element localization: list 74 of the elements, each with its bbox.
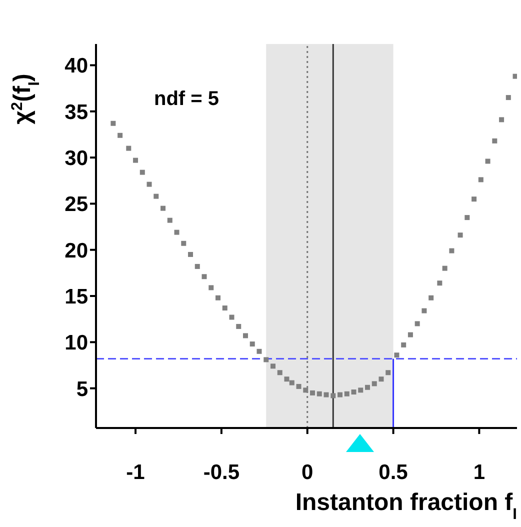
point [277, 370, 282, 376]
point [358, 388, 364, 393]
point [229, 314, 234, 320]
point [202, 274, 207, 280]
point [303, 388, 308, 393]
point [181, 240, 186, 246]
point [499, 117, 504, 122]
point [330, 393, 336, 398]
point [208, 285, 214, 290]
point [428, 295, 434, 300]
x-tick-label: -1 [126, 460, 146, 484]
point [472, 196, 477, 202]
point [256, 348, 262, 354]
y-tick-label: 15 [64, 285, 88, 308]
point [216, 295, 221, 300]
point [449, 248, 454, 254]
point [485, 158, 490, 164]
point [512, 74, 517, 79]
point [250, 342, 255, 346]
point [408, 332, 413, 338]
point [324, 392, 329, 398]
annotation: ndf = 5 [154, 88, 220, 111]
point [154, 194, 159, 199]
point [264, 357, 269, 362]
point [289, 380, 294, 386]
y-tick-label: 30 [64, 146, 88, 170]
point [478, 177, 484, 182]
y-tick-label: 25 [64, 193, 88, 216]
point [222, 306, 228, 310]
point [316, 391, 322, 396]
point [414, 321, 420, 326]
point [243, 333, 248, 338]
point [118, 132, 123, 138]
point [351, 390, 356, 394]
point [110, 120, 116, 126]
point [146, 182, 152, 187]
point [464, 215, 470, 220]
y-tick-label: 40 [64, 54, 88, 78]
y-tick-label: 10 [64, 332, 88, 355]
x-tick-label: 1 [473, 460, 486, 484]
point [167, 218, 172, 223]
x-tick-label: 0.5 [378, 460, 408, 484]
point [284, 376, 290, 382]
point [126, 146, 132, 151]
point [188, 252, 194, 257]
point [401, 342, 406, 348]
point [372, 381, 377, 386]
point [378, 376, 384, 382]
point [422, 308, 427, 314]
point [160, 206, 166, 211]
point [296, 384, 302, 389]
point [174, 230, 180, 235]
y-tick-label: 20 [64, 239, 88, 262]
point [442, 266, 448, 271]
point [140, 170, 145, 175]
point [344, 391, 350, 396]
point [386, 370, 391, 376]
y-tick-label: 35 [64, 100, 88, 124]
point [458, 232, 463, 238]
y-tick-label: 5 [76, 378, 88, 401]
point [492, 138, 498, 144]
point [270, 364, 276, 369]
point [338, 392, 343, 398]
point [394, 352, 400, 358]
x-axis-title: Instanton fraction f$_{I}$ [295, 489, 517, 522]
x-tick-label: 0 [302, 460, 314, 484]
point [133, 158, 138, 163]
point [194, 264, 200, 269]
point [236, 324, 242, 329]
point [310, 390, 316, 396]
x-tick-label: -0.5 [203, 460, 240, 484]
point [506, 95, 511, 100]
point [365, 384, 370, 390]
point [437, 280, 442, 286]
